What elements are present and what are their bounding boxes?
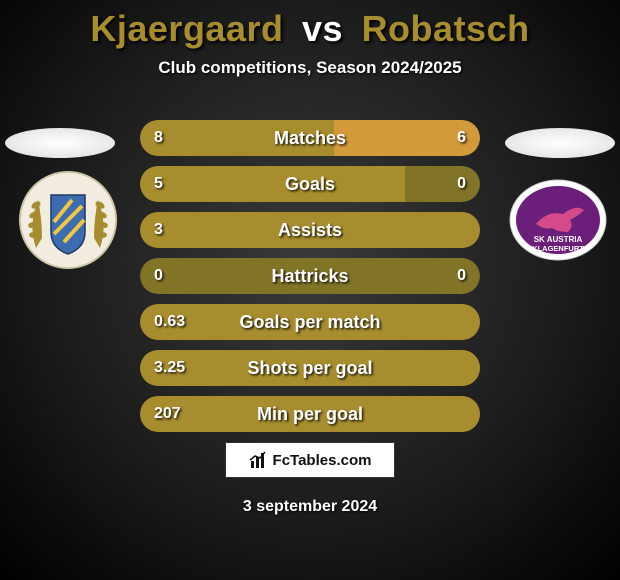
stat-label: Matches bbox=[140, 120, 480, 156]
branding: FcTables.com bbox=[225, 442, 395, 478]
date-text: 3 september 2024 bbox=[0, 498, 620, 516]
stat-row: 50Goals bbox=[140, 166, 480, 202]
stat-label: Goals bbox=[140, 166, 480, 202]
club-badge-left bbox=[18, 170, 118, 270]
stat-row: 00Hattricks bbox=[140, 258, 480, 294]
title-player2: Robatsch bbox=[362, 8, 530, 49]
branding-text: FcTables.com bbox=[273, 452, 372, 469]
stat-label: Shots per goal bbox=[140, 350, 480, 386]
marker-ellipse-right bbox=[505, 128, 615, 158]
stats-container: 86Matches 50Goals 3Assists 00Hattricks 0.63G… bbox=[140, 120, 480, 442]
stat-label: Min per goal bbox=[140, 396, 480, 432]
stat-label: Hattricks bbox=[140, 258, 480, 294]
club-badge-right: SK AUSTRIA KLAGENFURT bbox=[508, 170, 608, 270]
bar-chart-icon bbox=[249, 450, 269, 470]
title-player1: Kjaergaard bbox=[90, 8, 283, 49]
badge-right-text-bottom: KLAGENFURT bbox=[532, 244, 584, 253]
stat-label: Assists bbox=[140, 212, 480, 248]
content: Kjaergaard vs Robatsch Club competitions… bbox=[0, 0, 620, 580]
subtitle: Club competitions, Season 2024/2025 bbox=[0, 58, 620, 78]
club-badge-left-icon bbox=[18, 170, 118, 270]
stat-row: 3Assists bbox=[140, 212, 480, 248]
stat-row: 0.63Goals per match bbox=[140, 304, 480, 340]
badge-right-text-top: SK AUSTRIA bbox=[534, 235, 583, 244]
club-badge-right-icon: SK AUSTRIA KLAGENFURT bbox=[508, 170, 608, 270]
stat-row: 207Min per goal bbox=[140, 396, 480, 432]
stat-label: Goals per match bbox=[140, 304, 480, 340]
marker-ellipse-left bbox=[5, 128, 115, 158]
stat-row: 3.25Shots per goal bbox=[140, 350, 480, 386]
title-vs: vs bbox=[302, 8, 343, 49]
stat-row: 86Matches bbox=[140, 120, 480, 156]
title: Kjaergaard vs Robatsch bbox=[0, 0, 620, 50]
